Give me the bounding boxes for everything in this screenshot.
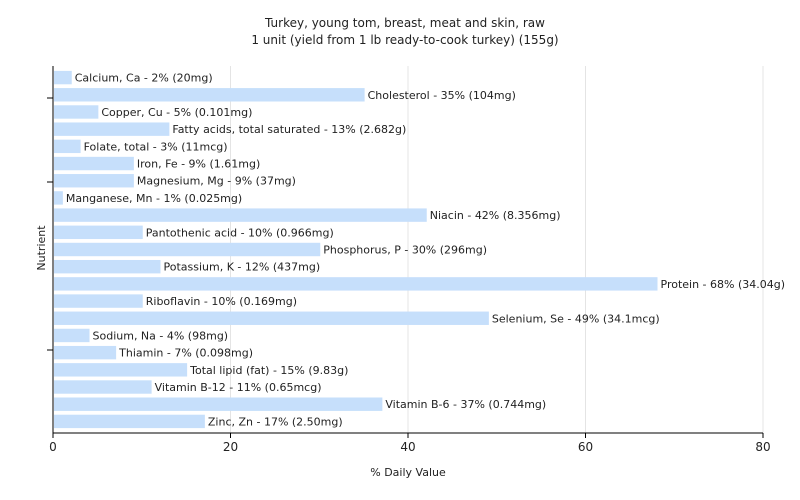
bar <box>54 208 427 222</box>
bar-label: Cholesterol - 35% (104mg) <box>368 89 516 102</box>
bar-label: Manganese, Mn - 1% (0.025mg) <box>66 192 242 205</box>
bar <box>54 191 63 205</box>
bar <box>54 345 117 360</box>
chart-subtitle: 1 unit (yield from 1 lb ready-to-cook tu… <box>251 33 558 47</box>
bar <box>54 397 383 411</box>
y-axis-label: Nutrient <box>35 225 48 271</box>
bar-label: Vitamin B-6 - 37% (0.744mg) <box>385 398 546 411</box>
bar <box>54 380 152 394</box>
x-tick-label: 0 <box>49 440 57 454</box>
bar <box>54 328 90 343</box>
bar <box>54 363 188 377</box>
bar-label: Pantothenic acid - 10% (0.966mg) <box>146 226 334 239</box>
bar <box>54 88 365 102</box>
bar-label: Fatty acids, total saturated - 13% (2.68… <box>172 123 406 136</box>
chart-title: Turkey, young tom, breast, meat and skin… <box>264 16 545 30</box>
bar <box>54 277 658 291</box>
bar-label: Phosphorus, P - 30% (296mg) <box>323 244 487 257</box>
bar <box>54 414 205 429</box>
x-tick-label: 60 <box>578 440 593 454</box>
bar <box>54 122 170 136</box>
bar-label: Riboflavin - 10% (0.169mg) <box>146 295 297 308</box>
bar-label: Zinc, Zn - 17% (2.50mg) <box>208 415 343 428</box>
bar-label: Magnesium, Mg - 9% (37mg) <box>137 175 296 188</box>
x-tick-label: 80 <box>755 440 770 454</box>
bar <box>54 225 143 240</box>
x-tick-label: 40 <box>400 440 415 454</box>
bar-label: Iron, Fe - 9% (1.61mg) <box>137 158 260 171</box>
bar <box>54 311 489 325</box>
x-tick-label: 20 <box>223 440 238 454</box>
axes-group: 0 20 40 60 80 <box>47 66 771 454</box>
bar-label: Selenium, Se - 49% (34.1mcg) <box>492 312 660 325</box>
bar-label: Calcium, Ca - 2% (20mg) <box>75 72 213 85</box>
bar-label: Protein - 68% (34.04g) <box>661 278 786 291</box>
bar <box>54 174 134 188</box>
bar <box>54 156 134 171</box>
x-axis-label: % Daily Value <box>370 466 446 479</box>
bar <box>54 242 321 257</box>
bar-label: Vitamin B-12 - 11% (0.65mcg) <box>155 381 322 394</box>
bar <box>54 139 81 154</box>
bars-group: Calcium, Ca - 2% (20mg) Cholesterol - 35%… <box>54 70 786 429</box>
bar <box>54 105 99 119</box>
bar-label: Copper, Cu - 5% (0.101mg) <box>101 106 252 119</box>
bar-label: Niacin - 42% (8.356mg) <box>430 209 561 222</box>
bar-label: Total lipid (fat) - 15% (9.83g) <box>189 364 348 377</box>
bar-label: Folate, total - 3% (11mcg) <box>84 140 228 153</box>
bar-label: Potassium, K - 12% (437mg) <box>164 261 321 274</box>
bar <box>54 294 143 308</box>
bar-label: Sodium, Na - 4% (98mg) <box>93 329 229 342</box>
bar <box>54 259 161 274</box>
bar <box>54 70 72 85</box>
bar-label: Thiamin - 7% (0.098mg) <box>118 347 253 360</box>
